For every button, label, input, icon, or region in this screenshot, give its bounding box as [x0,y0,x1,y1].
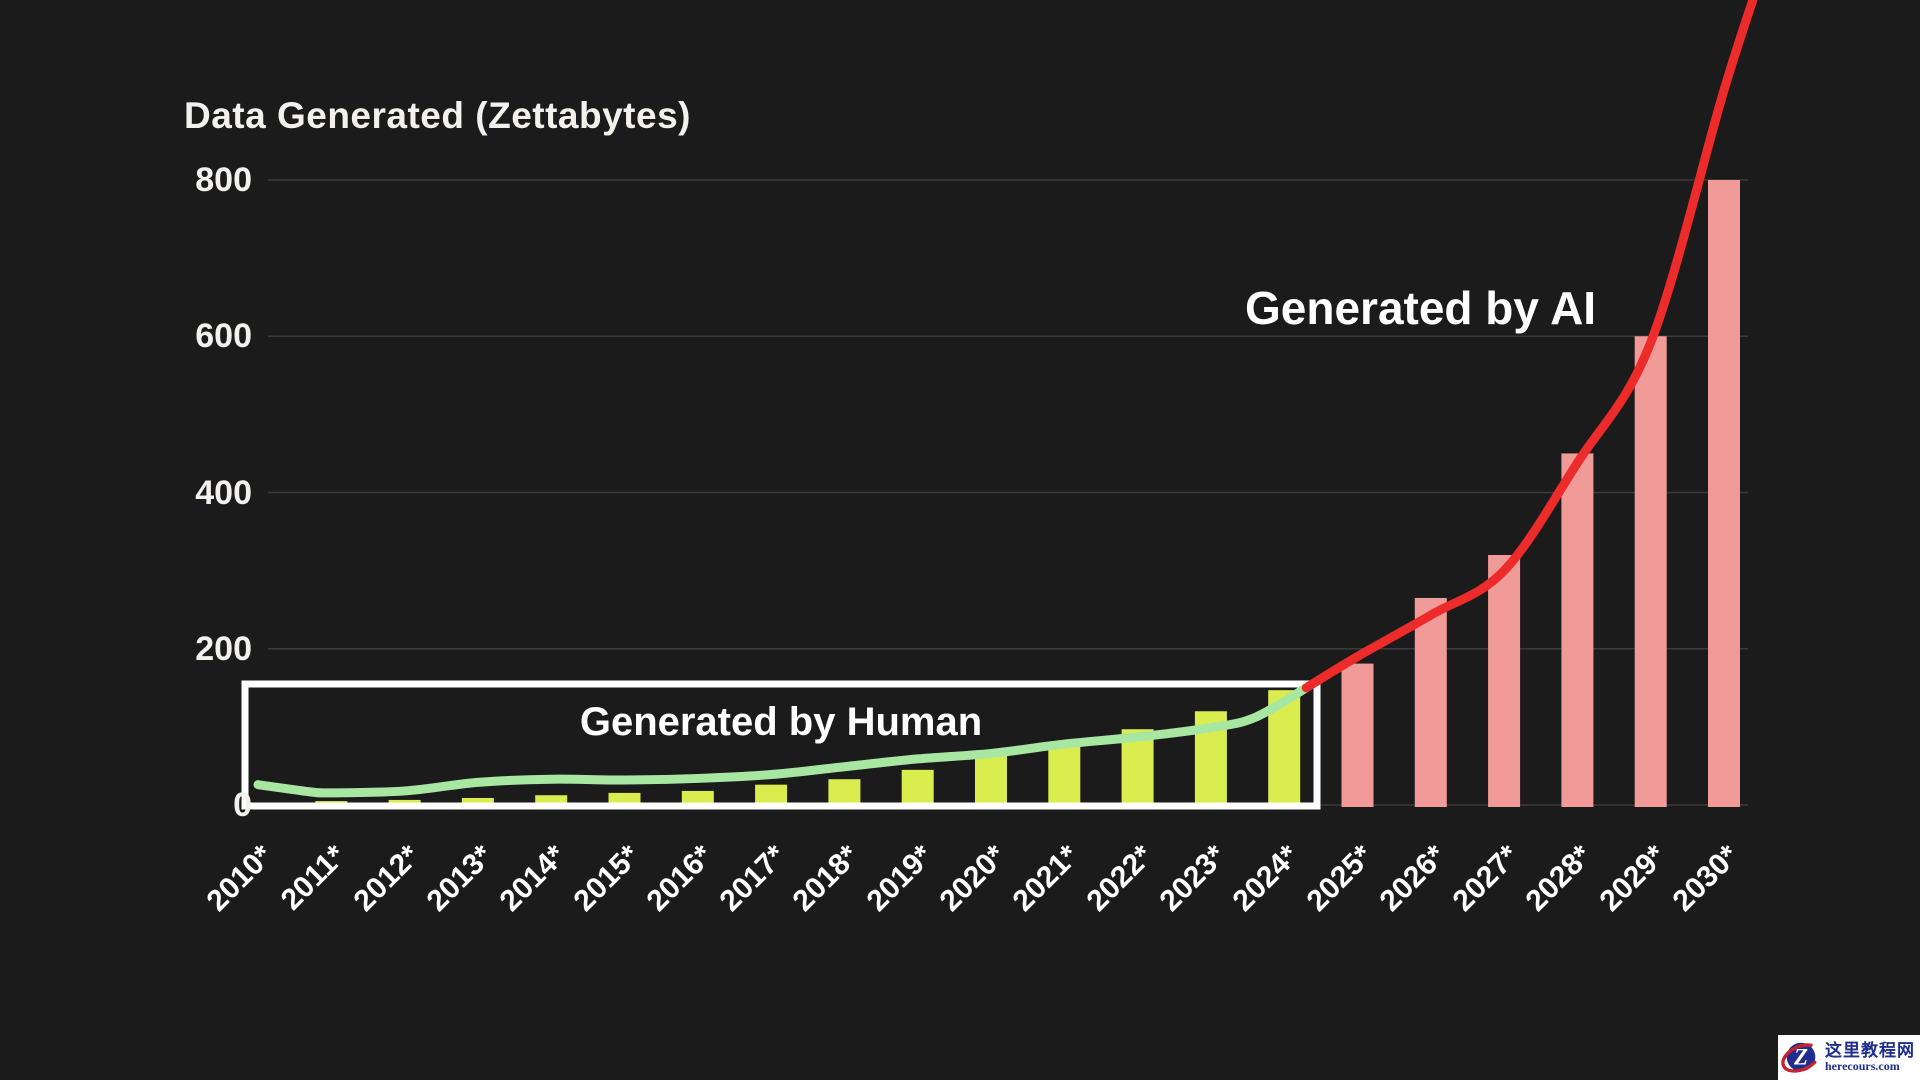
bar-2029 [1634,336,1667,807]
bar-2018 [828,779,861,807]
human-highlight-box [241,680,1321,810]
bar-2030 [1708,180,1740,807]
y-tick-label-800: 800 [195,161,252,199]
bar-2017 [755,784,788,807]
annotation-generated-by-ai: Generated by AI [1245,282,1597,334]
bar-2028 [1561,453,1594,807]
y-tick-label-400: 400 [195,473,252,512]
watermark-site-name: 这里教程网 [1825,1041,1915,1061]
bar-2027 [1488,555,1521,807]
bar-2014 [535,795,568,807]
y-tick-label-600: 600 [195,317,252,356]
watermark-badge: Z 这里教程网 herecours.com [1778,1035,1920,1080]
chart-title: Data Generated (Zettabytes) [184,95,691,136]
generated-by-human-trend-line- [253,683,1311,798]
watermark-domain: herecours.com [1825,1059,1900,1074]
bar-2013 [461,797,494,807]
annotation-generated-by-human: Generated by Human [579,700,983,744]
bar-2026 [1414,597,1447,807]
y-tick-label-200: 200 [195,629,252,668]
watermark-logo-icon: Z [1781,1042,1821,1073]
bar-2019 [901,769,934,807]
y-tick-label-0: 0 [233,786,252,824]
watermark-logo-letter: Z [1793,1044,1808,1069]
bar-2025 [1341,663,1374,807]
watermark-text: 这里教程网 herecours.com [1825,1042,1915,1072]
bar-2020 [975,755,1007,807]
bar-2021 [1048,743,1081,807]
generated-by-ai-trend-line- [1301,0,1758,693]
